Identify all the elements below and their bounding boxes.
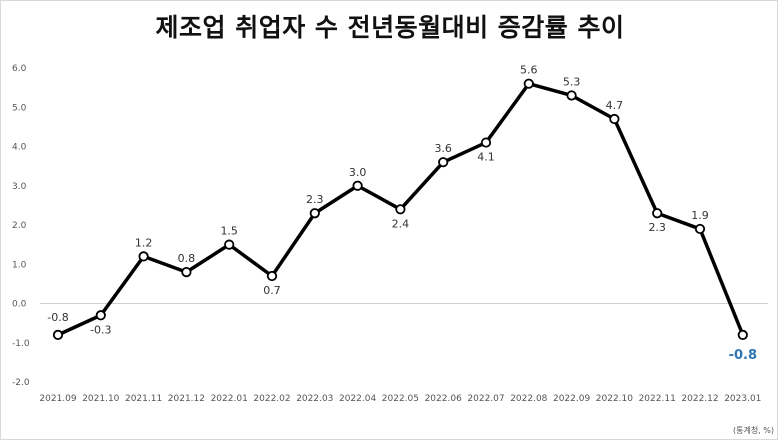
x-tick-label: 2022.01 <box>211 394 248 404</box>
data-point <box>694 223 706 235</box>
chart-title: 제조업 취업자 수 전년동월대비 증감률 추이 <box>155 13 625 42</box>
y-tick-label: 0.0 <box>12 300 27 310</box>
x-tick-label: 2022.09 <box>553 394 590 404</box>
data-point <box>52 329 64 340</box>
data-label: 2.3 <box>306 193 324 206</box>
x-tick-label: 2022.02 <box>253 394 290 404</box>
x-tick-label: 2022.11 <box>639 394 676 404</box>
x-tick-label: 2022.07 <box>467 394 504 404</box>
data-label: -0.8 <box>47 311 68 324</box>
data-point <box>309 208 320 219</box>
x-tick-label: 2022.06 <box>425 394 462 404</box>
y-tick-label: 3.0 <box>12 182 27 192</box>
data-point <box>224 239 235 250</box>
data-point <box>266 270 278 282</box>
x-tick-label: 2021.12 <box>168 394 205 404</box>
x-tick-label: 2021.11 <box>125 394 162 404</box>
data-point <box>737 329 748 340</box>
data-label-highlight: -0.8 <box>729 348 757 363</box>
y-tick-label: -1.0 <box>12 339 30 349</box>
data-label: 2.3 <box>648 221 666 234</box>
data-point <box>181 266 192 278</box>
y-tick-label: 1.0 <box>12 260 27 270</box>
data-label: 5.3 <box>563 75 581 88</box>
data-label: 0.7 <box>263 284 281 297</box>
y-tick-label: 6.0 <box>12 64 27 74</box>
data-label: 4.7 <box>606 99 624 112</box>
data-label: 1.5 <box>220 225 238 238</box>
x-tick-label: 2022.05 <box>382 394 419 404</box>
x-tick-label: 2021.10 <box>82 394 119 404</box>
data-label: 0.8 <box>178 252 196 265</box>
data-label: 1.2 <box>135 236 153 249</box>
y-tick-label: 4.0 <box>12 143 27 153</box>
x-tick-label: 2021.09 <box>39 394 76 404</box>
source-note: (통계청, %) <box>732 426 774 435</box>
x-tick-label: 2022.04 <box>339 394 376 404</box>
data-label: 5.6 <box>520 64 538 77</box>
data-point <box>523 78 534 89</box>
data-point <box>138 251 149 262</box>
data-point <box>352 180 363 191</box>
data-label: 2.4 <box>392 217 410 230</box>
y-tick-label: 5.0 <box>12 103 27 113</box>
data-point <box>566 90 577 101</box>
data-label: 1.9 <box>691 209 709 222</box>
data-point <box>652 208 663 219</box>
data-label: 3.6 <box>434 142 452 155</box>
data-point <box>480 137 492 148</box>
data-point <box>609 113 620 125</box>
x-tick-label: 2022.08 <box>510 394 547 404</box>
data-label: -0.3 <box>90 323 111 336</box>
data-point <box>438 157 449 168</box>
y-tick-label: -2.0 <box>12 378 30 388</box>
x-tick-label: 2022.12 <box>681 394 718 404</box>
data-label: 3.0 <box>349 166 367 179</box>
y-tick-label: 2.0 <box>12 221 27 231</box>
x-tick-label: 2023.01 <box>724 394 761 404</box>
x-tick-label: 2022.10 <box>596 394 633 404</box>
x-tick-label: 2022.03 <box>296 394 333 404</box>
data-point <box>95 310 106 321</box>
data-label: 4.1 <box>477 151 495 164</box>
data-point <box>395 204 406 215</box>
